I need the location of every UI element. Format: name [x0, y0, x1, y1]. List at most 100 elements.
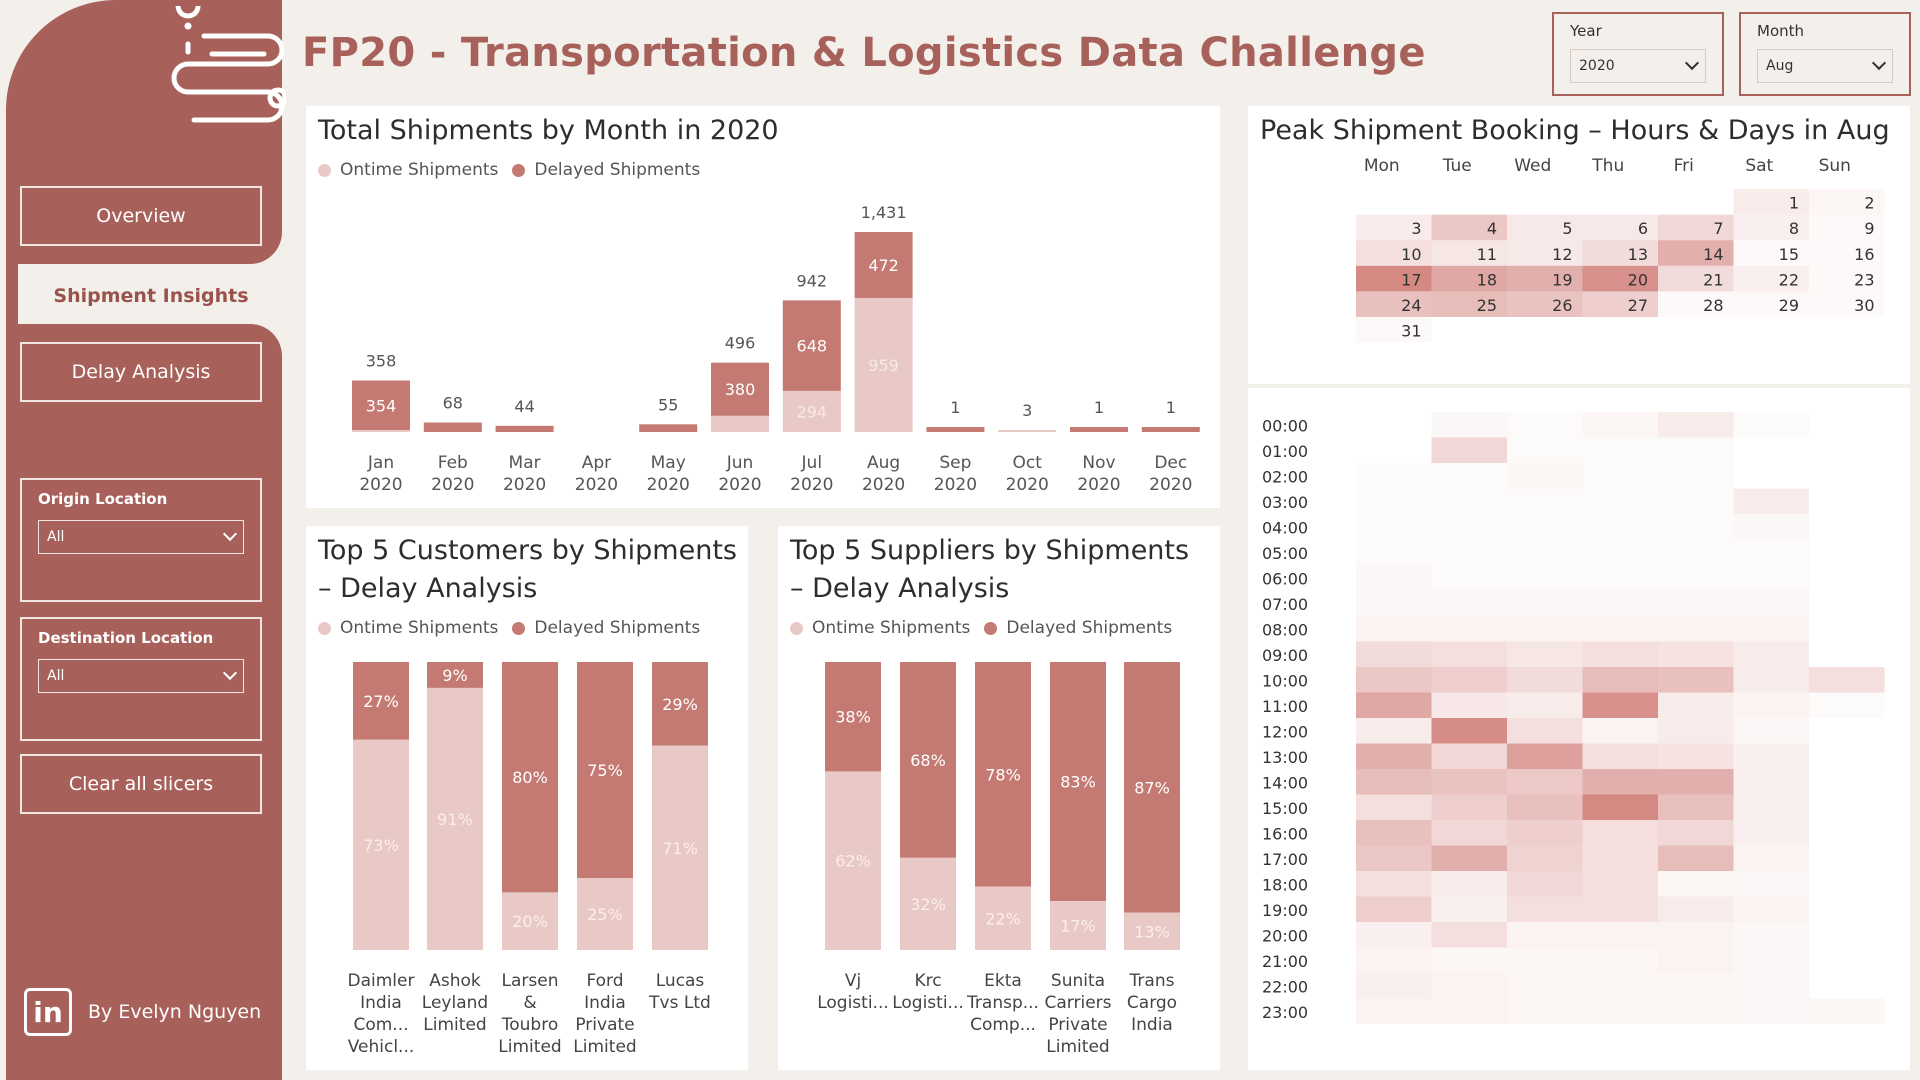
calendar-day-number: 9: [1864, 219, 1874, 238]
heatmap-cell: [1733, 641, 1809, 667]
heatmap-cell: [1734, 540, 1810, 566]
heatmap-cell: [1583, 565, 1659, 591]
heatmap-cell: [1582, 794, 1658, 820]
calendar-day-number: 20: [1628, 270, 1648, 289]
x-tick-label: 2020: [359, 475, 402, 495]
chevron-down-icon: [1871, 55, 1887, 71]
heatmap-cell: [1431, 845, 1507, 871]
heatmap-cell: [1431, 641, 1507, 667]
heatmap-cell: [1658, 489, 1734, 515]
heatmap-cell: [1431, 947, 1507, 973]
heatmap-cell: [1733, 488, 1809, 514]
peak-booking-card: Peak Shipment Booking – Hours & Days in …: [1248, 106, 1910, 1070]
customers-title: Top 5 Customers by Shipments – Delay Ana…: [318, 535, 737, 604]
heatmap-cell: [1356, 489, 1432, 515]
heatmap-cell: [1356, 743, 1432, 769]
bar-ontime: [427, 687, 483, 950]
calendar-day-cell: [1582, 291, 1658, 317]
calendar-day-number: 4: [1487, 219, 1497, 238]
bar-delayed-label: 472: [868, 256, 899, 275]
heatmap-cell: [1356, 769, 1432, 795]
x-tick-label: Limited: [573, 1037, 636, 1057]
heatmap-cell: [1507, 590, 1583, 616]
heatmap-cell: [1733, 845, 1809, 871]
heatmap-cell: [1507, 896, 1583, 922]
heatmap-cell: [1733, 769, 1809, 795]
calendar-day-number: 23: [1854, 270, 1874, 289]
year-dropdown[interactable]: 2020: [1570, 49, 1706, 83]
heatmap-cell: [1583, 540, 1659, 566]
calendar-day-cell: [1356, 317, 1432, 343]
x-tick-label: Sep: [939, 453, 971, 473]
delayed-legend-label: Delayed Shipments: [1006, 618, 1173, 638]
origin-location-dropdown[interactable]: All: [38, 520, 244, 554]
heatmap-cell: [1431, 998, 1507, 1024]
heatmap-cell: [1431, 616, 1507, 642]
calendar-day-number: 31: [1401, 322, 1421, 341]
hour-label: 21:00: [1262, 952, 1308, 971]
author-credit: in By Evelyn Nguyen: [24, 988, 261, 1036]
heatmap-cell: [1356, 667, 1432, 693]
x-tick-label: 2020: [575, 475, 618, 495]
calendar-day-cell: [1809, 214, 1885, 241]
delayed-legend-dot: [984, 621, 998, 635]
chevron-down-icon: [222, 526, 238, 542]
bar-total-label: 496: [725, 334, 756, 353]
x-tick-label: Ashok: [429, 971, 481, 991]
calendar-day-number: 2: [1864, 194, 1874, 213]
bar-total-label: 942: [797, 271, 828, 290]
ontime-legend-label: Ontime Shipments: [340, 160, 499, 180]
bar-ontime: [502, 892, 558, 950]
bar-ontime: [577, 878, 633, 950]
day-header: Sun: [1819, 156, 1851, 176]
heatmap-cell: [1432, 565, 1508, 591]
calendar-day-cell: [1809, 291, 1885, 317]
heatmap-cell: [1582, 871, 1658, 897]
calendar-day-cell: [1658, 240, 1734, 266]
heatmap-cell: [1356, 718, 1432, 744]
hour-label: 10:00: [1262, 672, 1308, 691]
ontime-legend-dot: [790, 621, 803, 635]
heatmap-cell: [1583, 489, 1659, 515]
bar-total-label: 1,431: [861, 203, 907, 222]
nav-shipment-insights-button[interactable]: Shipment Insights: [53, 285, 249, 307]
calendar-day-cell: [1507, 214, 1583, 241]
year-value: 2020: [1579, 58, 1615, 74]
calendar-day-cell: [1356, 291, 1432, 317]
linkedin-icon[interactable]: in: [24, 988, 72, 1036]
heatmap-cell: [1733, 820, 1809, 846]
ontime-legend-dot: [318, 621, 331, 635]
bar-ontime-label: 73%: [363, 836, 399, 855]
calendar-day-number: 30: [1854, 296, 1874, 315]
bar-total-label: 358: [366, 352, 397, 371]
x-tick-label: Jun: [726, 453, 754, 473]
heatmap-cell: [1431, 896, 1507, 922]
calendar-day-number: 26: [1552, 296, 1572, 315]
calendar-day-number: 14: [1703, 245, 1723, 264]
heatmap-cell: [1507, 616, 1583, 642]
heatmap-cell: [1356, 463, 1432, 489]
bar-delayed-label: 29%: [662, 695, 698, 714]
nav-overview-button[interactable]: Overview: [20, 186, 262, 246]
heatmap-cell: [1507, 565, 1583, 591]
month-dropdown[interactable]: Aug: [1757, 49, 1893, 83]
bar-ontime: [1050, 901, 1106, 950]
bar-delayed: [423, 422, 482, 432]
heatmap-cell: [1658, 718, 1734, 744]
heatmap-cell: [1507, 743, 1583, 769]
heatmap-cell: [1431, 667, 1507, 693]
hour-label: 14:00: [1262, 774, 1308, 793]
heatmap-cell: [1507, 769, 1583, 795]
heatmap-cell: [1356, 871, 1432, 897]
x-tick-label: 2020: [431, 475, 474, 495]
nav-delay-analysis-button[interactable]: Delay Analysis: [20, 342, 262, 402]
calendar-day-number: 28: [1703, 296, 1723, 315]
calendar-day-number: 3: [1411, 219, 1421, 238]
heatmap-cell: [1582, 718, 1658, 744]
heatmap-cell: [1658, 565, 1734, 591]
destination-location-dropdown[interactable]: All: [38, 659, 244, 693]
heatmap-cell: [1733, 590, 1809, 616]
clear-all-slicers-button[interactable]: Clear all slicers: [20, 754, 262, 814]
bar-ontime-label: 959: [868, 356, 899, 375]
heatmap-cell: [1431, 820, 1507, 846]
